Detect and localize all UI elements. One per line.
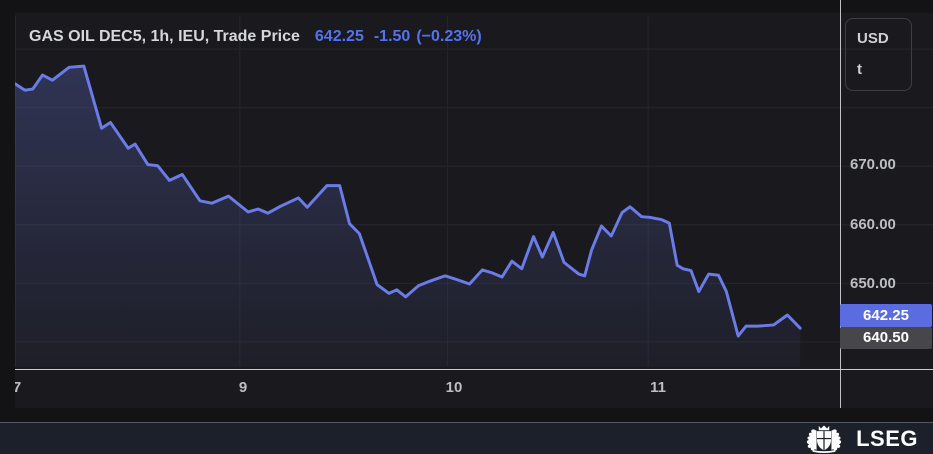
prev-close-badge: 640.50 (840, 327, 932, 349)
price-tick-label: 670.00 (850, 156, 896, 173)
price-chart-canvas[interactable] (15, 13, 933, 408)
price-line (15, 64, 802, 338)
price-change: -1.50 (373, 28, 411, 45)
footer-bar: LSEG (0, 422, 933, 454)
time-tick-label: 9 (238, 379, 248, 396)
price-area-fill (15, 66, 801, 367)
time-tick-label: 11 (650, 379, 666, 396)
chart-legend: GAS OIL DEC5, 1h, IEU, Trade Price 642.25… (29, 27, 482, 47)
last-price-value: 642.25 (314, 28, 364, 45)
price-axis-separator (840, 0, 841, 408)
instrument-title: GAS OIL DEC5, 1h, IEU, Trade Price (29, 28, 300, 45)
price-axis[interactable]: 670.00 660.00 650.00 (841, 13, 933, 369)
currency-label: USD (857, 30, 889, 47)
lseg-crest-icon (806, 424, 842, 453)
time-axis[interactable]: 7 9 10 11 (15, 369, 933, 408)
unit-label: t (857, 61, 862, 78)
price-change-pct: (−0.23%) (416, 28, 482, 45)
lseg-wordmark: LSEG (856, 425, 918, 451)
chart-pane: GAS OIL DEC5, 1h, IEU, Trade Price 642.25… (15, 13, 933, 408)
price-tick-label: 650.00 (850, 275, 896, 292)
time-tick-label: 7 (15, 379, 22, 396)
time-tick-label: 10 (445, 379, 463, 396)
last-price-badge: 642.25 (840, 303, 932, 327)
time-axis-separator (15, 369, 933, 370)
price-tick-label: 660.00 (850, 215, 896, 233)
unit-selector-box: USD t (845, 18, 912, 91)
lseg-logo: LSEG (801, 424, 918, 453)
